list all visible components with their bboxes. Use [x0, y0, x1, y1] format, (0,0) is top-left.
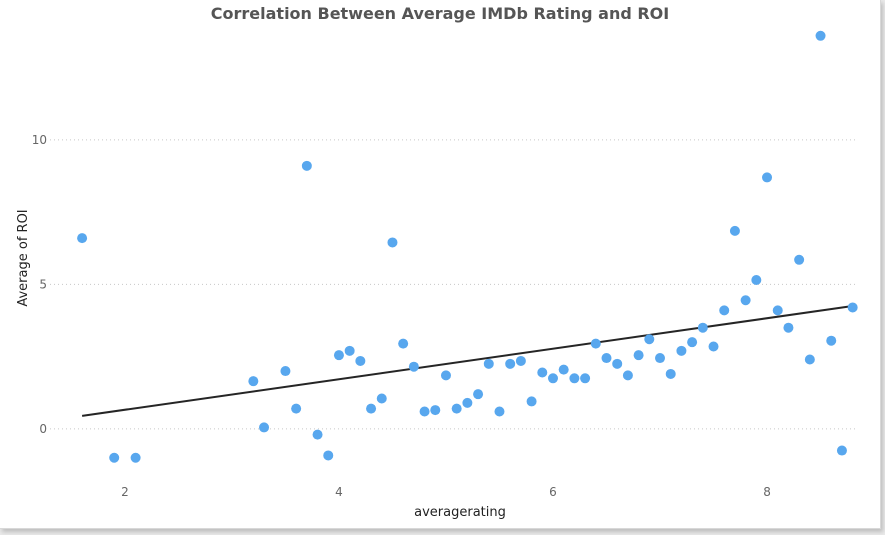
data-point	[451, 403, 462, 414]
data-point	[440, 370, 451, 381]
data-point	[494, 406, 505, 417]
x-axis-title: averagerating	[414, 505, 506, 520]
trendline-layer	[81, 305, 853, 417]
data-point	[483, 358, 494, 369]
gridlines	[50, 139, 858, 430]
data-point	[783, 322, 794, 333]
data-point	[344, 345, 355, 356]
data-point	[836, 445, 847, 456]
data-point	[772, 305, 783, 316]
x-tick-label: 4	[335, 485, 343, 499]
data-point	[847, 302, 858, 313]
data-point	[248, 376, 259, 387]
x-tick-label: 8	[763, 485, 771, 499]
y-tick-label: 5	[39, 277, 47, 291]
y-axis-ticks: 0 5 10	[32, 133, 47, 436]
data-point	[794, 254, 805, 265]
data-point	[580, 373, 591, 384]
data-point	[312, 429, 323, 440]
data-point	[387, 237, 398, 248]
data-point	[644, 334, 655, 345]
data-point	[590, 338, 601, 349]
data-point	[804, 354, 815, 365]
data-point	[537, 367, 548, 378]
data-point	[547, 373, 558, 384]
y-tick-label: 10	[32, 133, 47, 147]
data-point	[601, 353, 612, 364]
data-point	[259, 422, 270, 433]
data-point	[376, 393, 387, 404]
data-point	[633, 350, 644, 361]
data-point	[408, 361, 419, 372]
data-point	[687, 337, 698, 348]
data-point	[301, 160, 312, 171]
data-point	[130, 452, 141, 463]
data-point	[515, 355, 526, 366]
data-point	[655, 353, 666, 364]
data-point	[77, 233, 88, 244]
data-point	[708, 341, 719, 352]
data-point	[826, 335, 837, 346]
data-point	[729, 225, 740, 236]
data-point	[366, 403, 377, 414]
data-point	[676, 345, 687, 356]
data-point	[505, 358, 516, 369]
data-point	[323, 450, 334, 461]
data-point	[719, 305, 730, 316]
data-point	[419, 406, 430, 417]
data-point	[398, 338, 409, 349]
data-point	[430, 405, 441, 416]
x-tick-label: 2	[121, 485, 129, 499]
data-point	[558, 364, 569, 375]
data-point	[355, 355, 366, 366]
y-tick-label: 0	[39, 422, 47, 436]
y-axis-title: Average of ROI	[16, 209, 31, 306]
data-point	[612, 358, 623, 369]
data-point	[697, 322, 708, 333]
data-point	[291, 403, 302, 414]
data-point	[280, 366, 291, 377]
x-tick-label: 6	[549, 485, 557, 499]
data-point	[109, 452, 120, 463]
data-point	[665, 368, 676, 379]
data-points	[77, 30, 858, 463]
x-axis-ticks: 2 4 6 8	[121, 485, 771, 499]
data-point	[569, 373, 580, 384]
data-point	[462, 397, 473, 408]
data-point	[622, 370, 633, 381]
chart-title: Correlation Between Average IMDb Rating …	[211, 4, 669, 23]
data-point	[815, 30, 826, 41]
data-point	[333, 350, 344, 361]
data-point	[762, 172, 773, 183]
data-point	[740, 295, 751, 306]
data-point	[473, 389, 484, 400]
trendline	[81, 305, 853, 417]
data-point	[751, 275, 762, 286]
data-point	[526, 396, 537, 407]
